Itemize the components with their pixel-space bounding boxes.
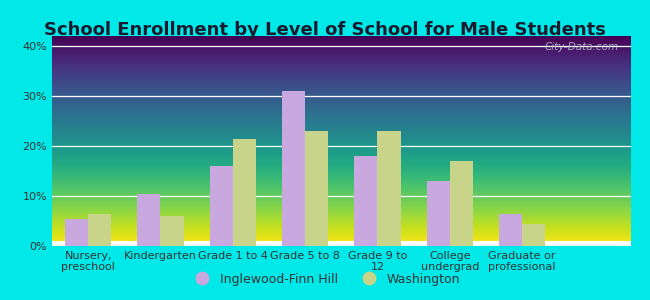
Legend: Inglewood-Finn Hill, Washington: Inglewood-Finn Hill, Washington [185, 268, 465, 291]
Bar [52, 243, 630, 246]
Bar [354, 156, 378, 246]
Bar [52, 243, 630, 245]
Text: School Enrollment by Level of School for Male Students: School Enrollment by Level of School for… [44, 21, 606, 39]
Bar [52, 242, 630, 244]
Bar [52, 242, 630, 244]
Bar [52, 241, 630, 244]
Bar [52, 242, 630, 244]
Bar [52, 243, 630, 245]
Bar [52, 242, 630, 245]
Bar [52, 243, 630, 246]
Bar [52, 241, 630, 244]
Text: City-Data.com: City-Data.com [545, 42, 619, 52]
Bar [52, 241, 630, 244]
Bar [52, 242, 630, 245]
Bar [52, 243, 630, 245]
Bar [52, 242, 630, 245]
Bar [52, 242, 630, 245]
Bar [52, 243, 630, 245]
Bar [52, 243, 630, 246]
Bar [52, 243, 630, 245]
Bar [52, 241, 630, 244]
Bar [52, 241, 630, 244]
Bar [52, 243, 630, 245]
Bar [52, 242, 630, 244]
Bar [52, 241, 630, 243]
Bar [52, 241, 630, 244]
Bar [52, 243, 630, 246]
Bar [52, 242, 630, 245]
Bar [52, 241, 630, 244]
Bar [52, 242, 630, 244]
Bar [282, 91, 305, 246]
Bar [522, 224, 545, 246]
Bar [52, 242, 630, 245]
Bar [52, 241, 630, 244]
Bar [52, 241, 630, 244]
Bar [52, 242, 630, 244]
Bar [52, 242, 630, 244]
Bar [52, 243, 630, 246]
Bar [52, 243, 630, 246]
Bar [52, 241, 630, 244]
Bar [52, 243, 630, 245]
Bar [378, 131, 400, 246]
Bar [52, 242, 630, 244]
Bar [450, 161, 473, 246]
Bar [52, 242, 630, 245]
Bar [426, 181, 450, 246]
Bar [52, 242, 630, 244]
Bar [233, 139, 256, 246]
Bar [52, 242, 630, 245]
Bar [52, 243, 630, 246]
Bar [52, 242, 630, 245]
Bar [52, 242, 630, 244]
Bar [52, 241, 630, 244]
Bar [52, 243, 630, 246]
Bar [52, 243, 630, 246]
Bar [52, 242, 630, 244]
Bar [161, 216, 183, 246]
Bar [52, 242, 630, 245]
Bar [52, 241, 630, 244]
Bar [52, 242, 630, 245]
Bar [52, 243, 630, 246]
Bar [52, 243, 630, 246]
Bar [210, 166, 233, 246]
Bar [52, 243, 630, 245]
Bar [52, 242, 630, 244]
Bar [52, 242, 630, 244]
Bar [88, 214, 111, 246]
Bar [52, 242, 630, 244]
Bar [52, 242, 630, 245]
Bar [52, 242, 630, 244]
Bar [499, 214, 522, 246]
Bar [52, 241, 630, 244]
Bar [52, 242, 630, 244]
Bar [52, 242, 630, 245]
Bar [52, 242, 630, 245]
Bar [52, 242, 630, 244]
Bar [52, 242, 630, 244]
Bar [52, 242, 630, 244]
Bar [52, 243, 630, 246]
Bar [137, 194, 161, 246]
Bar [305, 131, 328, 246]
Bar [52, 243, 630, 245]
Bar [52, 243, 630, 245]
Bar [52, 242, 630, 244]
Bar [52, 243, 630, 246]
Bar [52, 241, 630, 244]
Bar [52, 242, 630, 245]
Bar [65, 218, 88, 246]
Bar [52, 242, 630, 245]
Bar [52, 243, 630, 245]
Bar [52, 243, 630, 246]
Bar [52, 241, 630, 243]
Bar [52, 241, 630, 244]
Bar [52, 241, 630, 244]
Bar [52, 243, 630, 245]
